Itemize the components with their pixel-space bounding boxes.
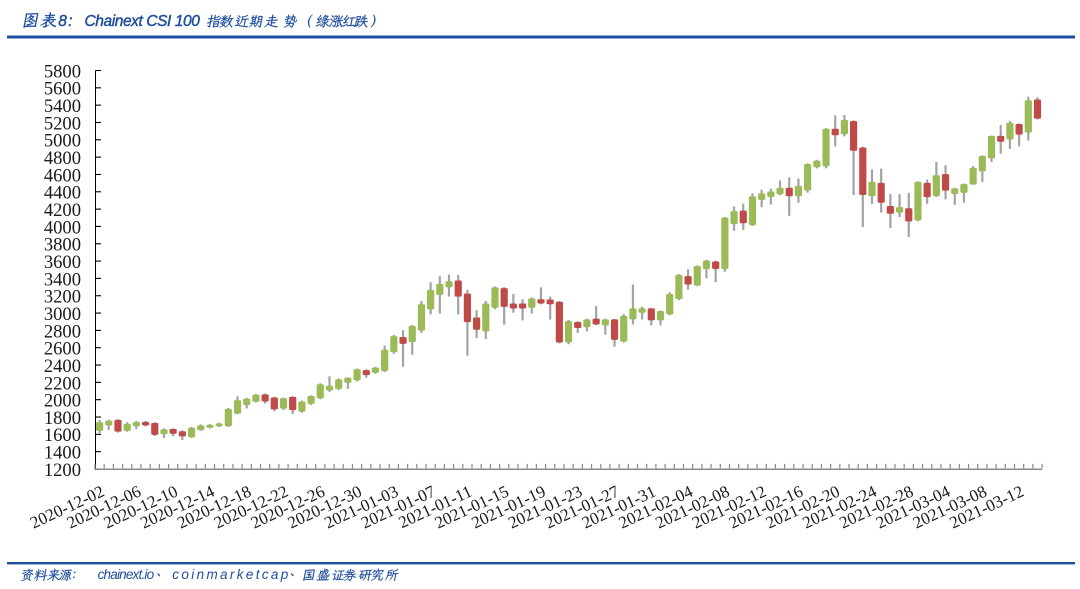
svg-text:1800: 1800 (44, 408, 81, 429)
svg-text:2800: 2800 (44, 321, 81, 342)
svg-text:3600: 3600 (44, 252, 81, 273)
svg-text:4200: 4200 (44, 200, 81, 221)
svg-text:3800: 3800 (44, 235, 81, 256)
svg-text:2400: 2400 (44, 356, 81, 377)
svg-text:5600: 5600 (44, 79, 81, 100)
svg-text:4400: 4400 (44, 183, 81, 204)
svg-text:4600: 4600 (44, 165, 81, 186)
svg-text:5000: 5000 (44, 131, 81, 152)
svg-text:2600: 2600 (44, 339, 81, 360)
svg-text:3200: 3200 (44, 287, 81, 308)
svg-text:3400: 3400 (44, 269, 81, 290)
svg-text:1200: 1200 (44, 460, 81, 481)
svg-text:8:: 8: (58, 13, 72, 30)
svg-text:5200: 5200 (44, 113, 81, 134)
svg-text:3000: 3000 (44, 304, 81, 325)
svg-text:5400: 5400 (44, 96, 81, 117)
svg-text:2200: 2200 (44, 373, 81, 394)
svg-text:Chainext CSI 100: Chainext CSI 100 (85, 13, 201, 30)
svg-text:4000: 4000 (44, 217, 81, 238)
svg-text:5800: 5800 (44, 61, 81, 82)
svg-text:4800: 4800 (44, 148, 81, 169)
svg-text:1400: 1400 (44, 443, 81, 464)
svg-text:2000: 2000 (44, 391, 81, 412)
svg-text:1600: 1600 (44, 425, 81, 446)
svg-text:chainext.io: chainext.io (98, 567, 155, 582)
